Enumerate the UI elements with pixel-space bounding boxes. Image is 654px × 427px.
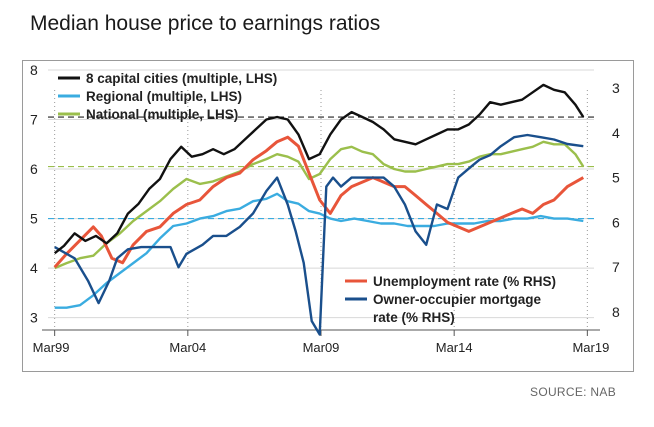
legend-label: rate (% RHS) xyxy=(373,310,455,325)
legend-label: 8 capital cities (multiple, LHS) xyxy=(86,71,277,86)
y-left-tick-label: 8 xyxy=(30,62,38,78)
legend-label: National (multiple, LHS) xyxy=(86,107,238,122)
y-left-tick-label: 4 xyxy=(30,260,38,276)
series-line xyxy=(54,133,584,336)
source-note: SOURCE: NAB xyxy=(530,385,616,399)
y-left-tick-label: 3 xyxy=(30,310,38,326)
y-left-tick-label: 5 xyxy=(30,211,38,227)
legend-label: Unemployment rate (% RHS) xyxy=(373,274,556,289)
legend-label: Regional (multiple, LHS) xyxy=(86,89,242,104)
x-tick-label: Mar19 xyxy=(572,340,609,355)
series-line xyxy=(53,83,585,255)
y-right-tick-label: 5 xyxy=(612,170,620,186)
series-line xyxy=(54,192,584,309)
y-right-tick-label: 7 xyxy=(612,259,620,275)
y-right-tick-label: 3 xyxy=(612,80,620,96)
y-right-tick-label: 6 xyxy=(612,214,620,230)
x-tick-label: Mar09 xyxy=(303,340,340,355)
chart-panel xyxy=(22,60,634,372)
chart-title: Median house price to earnings ratios xyxy=(30,12,381,35)
y-right-tick-label: 4 xyxy=(612,125,620,141)
x-tick-label: Mar04 xyxy=(169,340,206,355)
legend-label: Owner-occupier mortgage xyxy=(373,292,542,307)
x-tick-label: Mar14 xyxy=(436,340,473,355)
y-left-tick-label: 7 xyxy=(30,112,38,128)
x-tick-label: Mar99 xyxy=(33,340,70,355)
y-left-tick-label: 6 xyxy=(30,161,38,177)
series-line xyxy=(54,140,585,270)
y-right-tick-label: 8 xyxy=(612,304,620,320)
series-line xyxy=(53,135,585,269)
